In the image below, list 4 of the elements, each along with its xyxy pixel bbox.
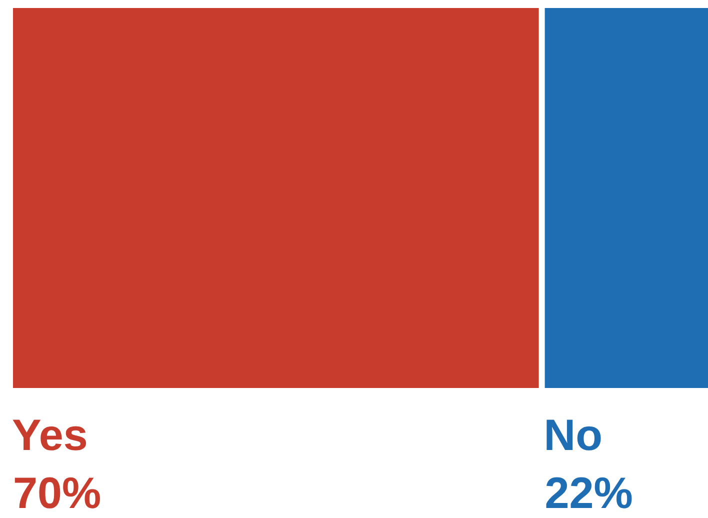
data-label: 70% [13,469,102,518]
category-label: No [544,411,602,460]
data-label: 22% [544,469,633,518]
category-label: Yes [12,411,88,460]
